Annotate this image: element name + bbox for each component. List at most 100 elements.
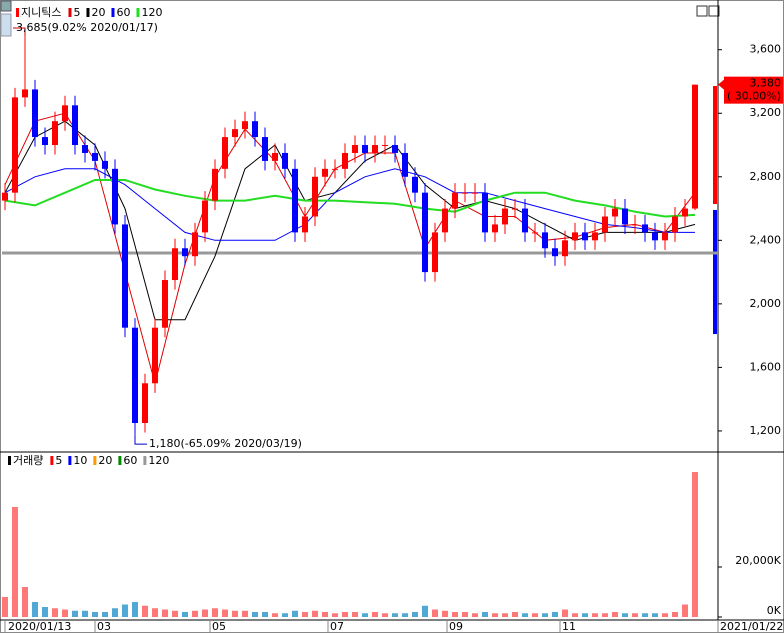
candle-body xyxy=(462,192,468,194)
candle-body xyxy=(22,89,28,98)
moving-average-line xyxy=(4,179,696,218)
min-annotation: 1,180(-65.09% 2020/03/19) xyxy=(149,437,302,450)
volume-bar xyxy=(272,613,278,617)
volume-bar xyxy=(82,610,88,617)
candle-body xyxy=(642,224,648,233)
candle-body xyxy=(292,168,298,233)
volume-bar xyxy=(442,610,448,617)
x-tick-label: 09 xyxy=(449,620,463,633)
volume-bar xyxy=(542,613,548,617)
legend-swatch xyxy=(118,456,122,465)
candle-body xyxy=(222,137,228,169)
volume-bar xyxy=(492,613,498,617)
volume-bar xyxy=(402,613,408,617)
candle-body xyxy=(42,137,48,146)
candle-body xyxy=(452,192,458,209)
candle-body xyxy=(492,224,498,233)
candle-body xyxy=(352,145,358,153)
volume-bar xyxy=(72,610,78,617)
y-tick-label: 3,200 xyxy=(750,106,782,119)
volume-bar xyxy=(572,613,578,617)
candle-body xyxy=(502,208,508,225)
candle-body xyxy=(72,105,78,146)
volume-bar xyxy=(222,609,228,617)
legend-title: 지니틱스 xyxy=(21,6,61,19)
candle-body xyxy=(632,224,638,226)
y-tick-label: 2,800 xyxy=(750,170,782,183)
volume-bar xyxy=(32,602,38,617)
legend-swatch xyxy=(136,8,140,17)
candle-body xyxy=(132,327,138,423)
volume-legend-label: 120 xyxy=(148,454,169,467)
candle-body xyxy=(362,145,368,153)
y-tick-label: 2,000 xyxy=(750,297,782,310)
volume-bar xyxy=(2,597,8,617)
candle-body xyxy=(102,160,108,169)
volume-bar xyxy=(462,612,468,617)
volume-bar xyxy=(392,613,398,617)
x-tick-label: 2021/01/22 xyxy=(720,620,783,633)
y-tick-label: 1,600 xyxy=(750,360,782,373)
volume-bar xyxy=(502,613,508,617)
volume-bar xyxy=(332,613,338,617)
candle-body xyxy=(482,192,488,233)
legend-swatch xyxy=(8,456,11,465)
window-icon[interactable] xyxy=(0,0,12,12)
candle-body xyxy=(52,121,58,146)
volume-bar xyxy=(322,612,328,617)
candle-body xyxy=(2,192,8,201)
volume-bar xyxy=(22,587,28,617)
volume-bar xyxy=(132,602,138,617)
candle-body xyxy=(582,232,588,241)
side-tab[interactable] xyxy=(0,13,12,37)
volume-bar xyxy=(162,609,168,617)
candle-body xyxy=(192,232,198,257)
legend-swatch xyxy=(86,8,90,17)
candle-body xyxy=(622,208,628,225)
volume-bar xyxy=(372,612,378,617)
legend-swatch xyxy=(16,8,19,17)
candle-body xyxy=(312,176,318,217)
volume-bar xyxy=(672,612,678,617)
candle-body xyxy=(372,145,378,153)
volume-bar xyxy=(352,612,358,617)
volume-bar xyxy=(452,612,458,617)
legend-swatch xyxy=(68,456,72,465)
legend-label: 5 xyxy=(73,6,80,19)
volume-legend-label: 5 xyxy=(55,454,62,467)
candle-body xyxy=(322,168,328,177)
last-price-change: ( 30.00%) xyxy=(727,90,781,103)
candle-body xyxy=(562,240,568,257)
volume-bar xyxy=(252,612,258,617)
legend-label: 120 xyxy=(141,6,162,19)
last-price-box xyxy=(724,76,783,104)
max-pointer xyxy=(13,27,26,37)
candle-body xyxy=(172,248,178,281)
volume-bar xyxy=(432,609,438,617)
candle-body xyxy=(552,248,558,257)
candle-body xyxy=(232,129,238,138)
candle-body xyxy=(62,105,68,122)
volume-legend-label: 20 xyxy=(98,454,112,467)
volume-bar xyxy=(192,610,198,617)
max-annotation: 3,685(9.02% 2020/01/17) xyxy=(16,21,158,34)
maximize-button[interactable] xyxy=(696,5,708,17)
candle-body xyxy=(542,232,548,249)
x-tick-label: 11 xyxy=(562,620,576,633)
volume-bar xyxy=(482,612,488,617)
legend-swatch xyxy=(93,456,97,465)
candle-body xyxy=(572,232,578,241)
min-pointer xyxy=(134,434,147,445)
moving-average-line xyxy=(4,112,696,386)
side-indicator-down xyxy=(713,210,717,334)
y-tick-label: 2,400 xyxy=(750,233,782,246)
close-button[interactable] xyxy=(708,5,720,17)
volume-bar xyxy=(592,613,598,617)
candle-body xyxy=(432,232,438,273)
legend-swatch xyxy=(143,456,147,465)
candle-body xyxy=(162,280,168,328)
volume-bar xyxy=(632,613,638,617)
volume-bar xyxy=(302,612,308,617)
candle-body xyxy=(342,152,348,169)
volume-legend-title: 거래량 xyxy=(13,454,43,467)
